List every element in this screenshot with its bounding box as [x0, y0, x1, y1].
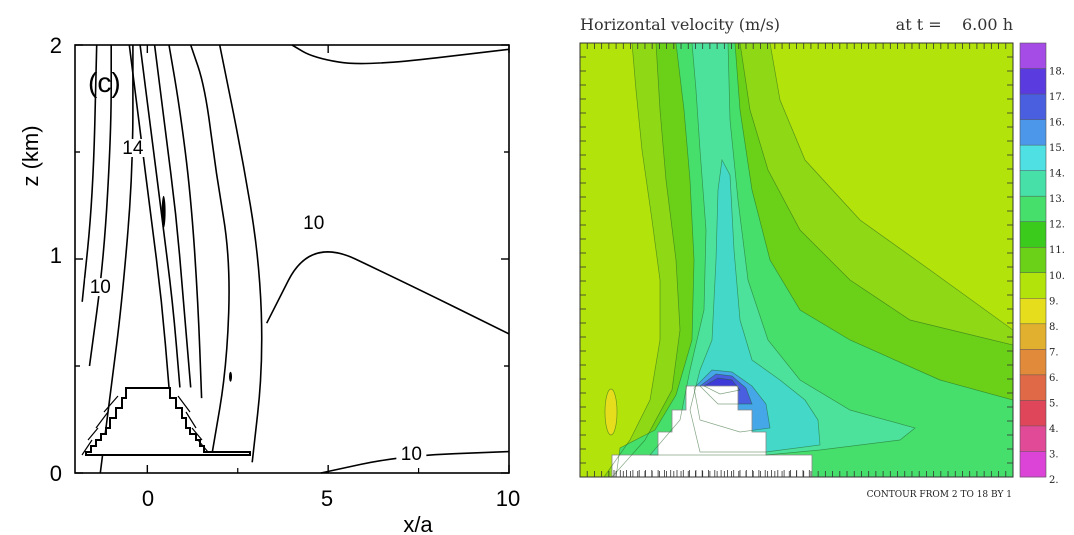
contour-line-11 [168, 44, 203, 399]
right-chart-title: Horizontal velocity (m/s) [580, 15, 780, 34]
colorbar-swatch [1020, 425, 1046, 452]
contour-label: 10 [303, 213, 324, 234]
colorbar-label: 5. [1049, 398, 1059, 409]
colorbar-label: 3. [1049, 449, 1059, 460]
contour-line-9 [81, 44, 98, 302]
left-tick-marks [75, 44, 510, 474]
contour-boundary [689, 158, 821, 453]
colorbar-label: 12. [1049, 220, 1065, 231]
colorbar-swatch [1020, 43, 1046, 69]
colorbar-label: 8. [1049, 322, 1059, 333]
colorbar-swatch [1020, 298, 1046, 325]
right-footer-note: CONTOUR FROM 2 TO 18 BY 1 [867, 490, 1012, 500]
contour-line-13 [139, 44, 181, 388]
colorbar-swatch [1020, 451, 1046, 478]
right-plot-area [579, 42, 1014, 478]
right-tick-marks [579, 42, 1014, 478]
contour-label: 10 [401, 444, 422, 465]
left-y-tick-label: 2 [50, 33, 62, 58]
colorbar-label: 11. [1049, 245, 1065, 256]
contour-boundary [604, 388, 618, 436]
left-contour-labels: 14 10 10 10 [85, 138, 427, 465]
colorbar-swatch [1020, 119, 1046, 146]
contour-label-bg [396, 445, 427, 464]
left-mountain-hatch [81, 395, 209, 456]
left-x-tick-label: 10 [496, 486, 520, 511]
colorbar-swatch [1020, 68, 1046, 95]
contour-line-14 [128, 44, 170, 388]
contour-line-12 [153, 44, 192, 388]
colorbar-label: 2. [1049, 475, 1059, 486]
colorbar-swatch [1020, 374, 1046, 401]
colorbar-label: 16. [1049, 118, 1065, 129]
colorbar-swatch [1020, 272, 1046, 299]
contour-line-closed [229, 371, 233, 382]
contour-label: 10 [90, 277, 111, 298]
colorbar-label: 15. [1049, 143, 1065, 154]
colorbar-swatch [1020, 196, 1046, 223]
left-y-axis-label: z (km) [18, 125, 43, 186]
colorbar-label: 7. [1049, 347, 1059, 358]
right-mountain-shape [611, 385, 813, 478]
colorbar-label: 13. [1049, 194, 1065, 205]
colorbar-label: 4. [1049, 424, 1059, 435]
colorbar-label: 10. [1049, 271, 1065, 282]
colorbar-label: 14. [1049, 169, 1065, 180]
contour-boundary [649, 42, 916, 456]
right-time-label: at t = 6.00 h [896, 15, 1013, 34]
left-x-axis-label: x/a [403, 512, 433, 535]
colorbar-label: 17. [1049, 92, 1065, 103]
left-y-tick-label: 0 [50, 461, 62, 486]
colorbar-swatch [1020, 400, 1046, 427]
left-y-tick-label: 1 [50, 243, 62, 268]
contour-boundary [693, 369, 771, 433]
contour-fill-8 [605, 389, 617, 435]
contour-line-16 [88, 45, 112, 367]
colorbar-swatch [1020, 323, 1046, 350]
colorbar-swatch [1020, 221, 1046, 248]
contour-boundary [699, 373, 753, 405]
contour-line-10 [189, 44, 230, 452]
left-x-tick-label: 5 [321, 486, 333, 511]
left-x-tick-label: 0 [142, 486, 154, 511]
contour-label: 14 [122, 138, 144, 159]
colorbar-swatch [1020, 247, 1046, 274]
contour-line-10 [291, 44, 510, 65]
colorbar-frame [1019, 42, 1047, 478]
contour-label-bg [298, 213, 329, 232]
colorbar-swatch [1020, 94, 1046, 120]
left-contour-chart: (c) 0 1 2 0 5 10 x/a z (km) 14 10 10 10 [18, 33, 520, 535]
contour-boundary [703, 377, 741, 395]
colorbar-swatch [1020, 349, 1046, 376]
colorbar-swatch [1020, 145, 1046, 172]
colorbar: 18. 17. 16. 15. 14. 13. 12. 11. 10. 9. 8. 7. 6. 5. 4. 3… [1019, 42, 1065, 486]
right-filled-contour-chart: Horizontal velocity (m/s) at t = 6.00 h … [579, 15, 1065, 500]
contour-line-closed [161, 195, 166, 228]
contour-line-10 [265, 251, 510, 335]
left-mountain-shape [85, 387, 251, 456]
left-panel-label: (c) [88, 67, 121, 98]
contour-label-bg [117, 139, 148, 157]
colorbar-label: 6. [1049, 373, 1059, 384]
colorbar-label: 18. [1049, 67, 1065, 78]
colorbar-label: 9. [1049, 296, 1059, 307]
colorbar-swatch [1020, 170, 1046, 197]
contour-line-10 [320, 450, 510, 474]
contour-line-10 [218, 44, 263, 463]
contour-label-bg [85, 278, 116, 297]
